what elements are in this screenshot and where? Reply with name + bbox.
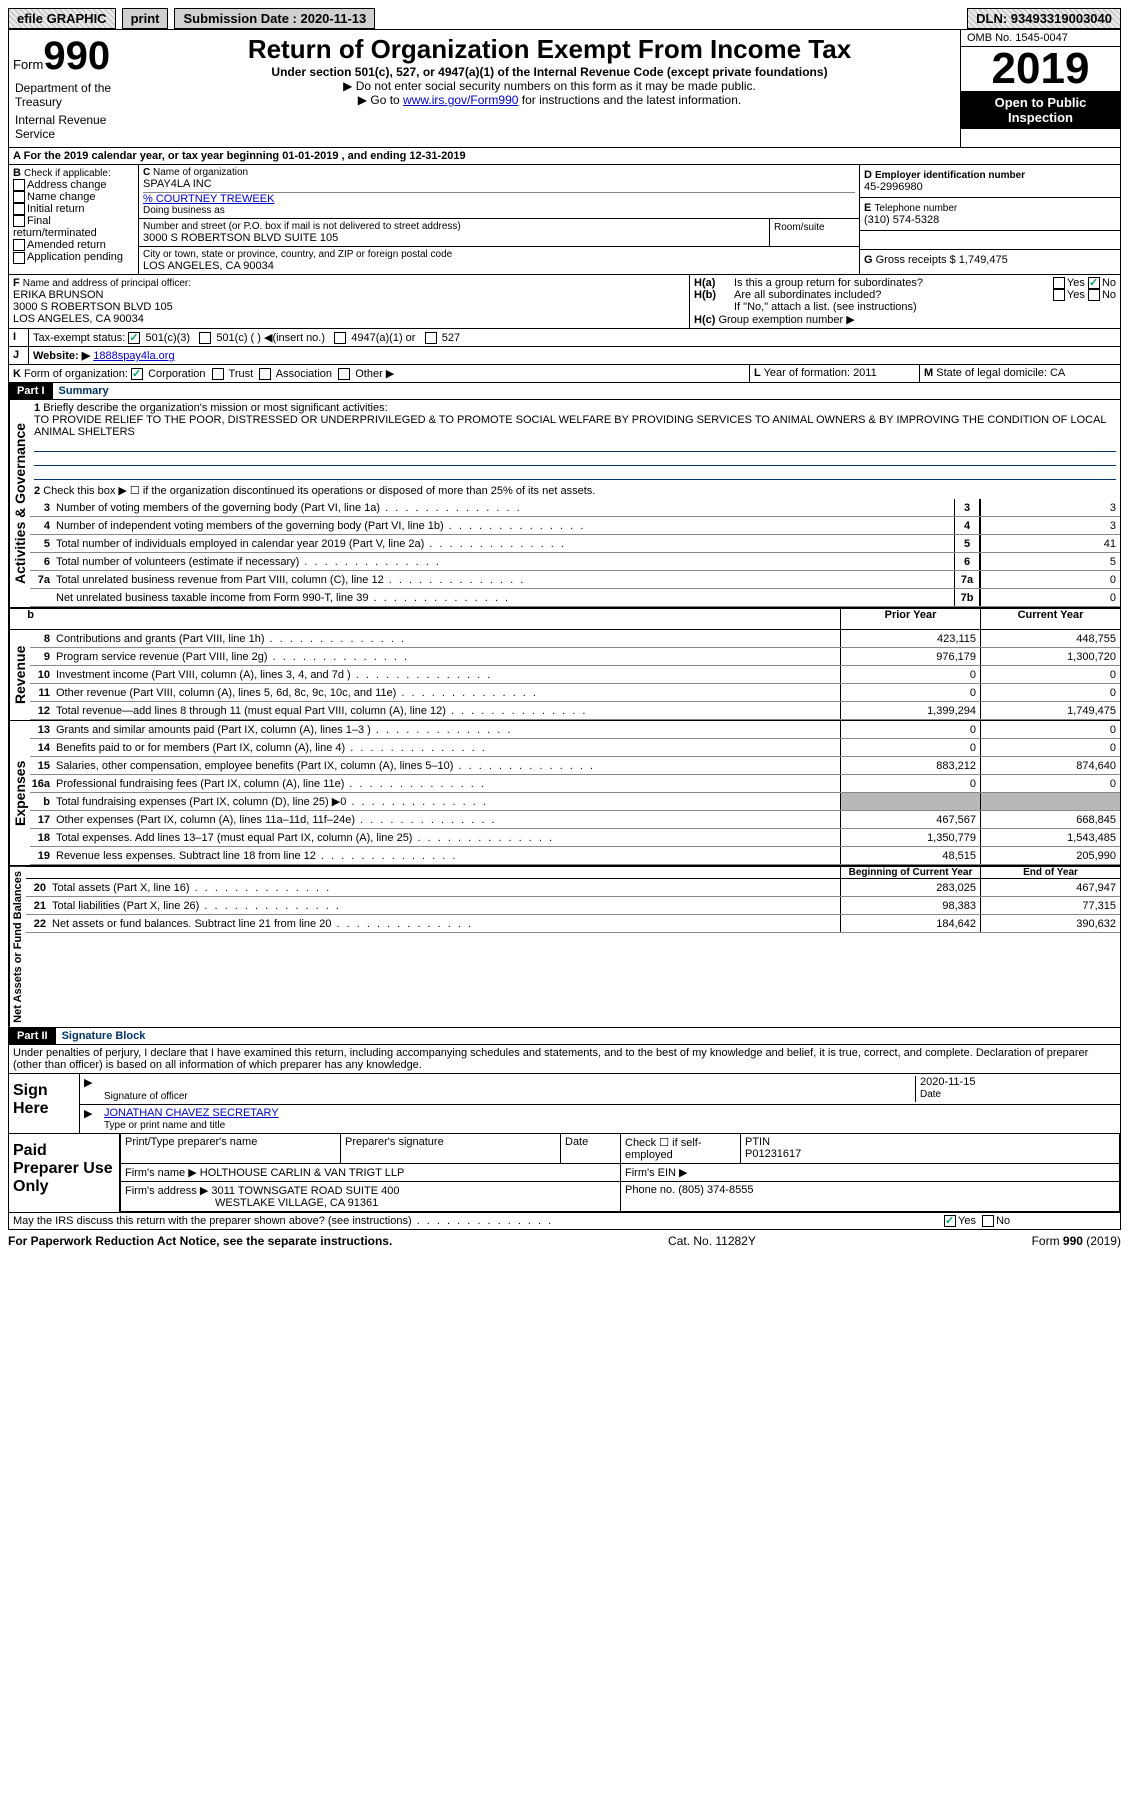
- street-address: 3000 S ROBERTSON BLVD SUITE 105: [143, 232, 765, 244]
- officer-name: ERIKA BRUNSON: [13, 289, 685, 301]
- firm-phone: (805) 374-8555: [678, 1184, 753, 1196]
- opt-initial: Initial return: [13, 203, 134, 215]
- year-formation: 2011: [853, 367, 877, 379]
- officer-addr2: LOS ANGELES, CA 90034: [13, 313, 685, 325]
- firm-name: HOLTHOUSE CARLIN & VAN TRIGT LLP: [200, 1167, 405, 1179]
- ptin: P01231617: [745, 1148, 801, 1160]
- part1-title: Summary: [53, 385, 109, 397]
- city-state-zip: LOS ANGELES, CA 90034: [143, 260, 855, 272]
- org-name: SPAY4LA INC: [143, 178, 855, 190]
- tab-revenue: Revenue: [9, 630, 30, 720]
- B-label: Check if applicable:: [24, 168, 111, 179]
- officer-addr1: 3000 S ROBERTSON BLVD 105: [13, 301, 685, 313]
- officer-name-title[interactable]: JONATHAN CHAVEZ SECRETARY: [104, 1107, 279, 1119]
- part1-header: Part I: [9, 383, 53, 399]
- tab-governance: Activities & Governance: [9, 400, 30, 607]
- 501c3-checkbox[interactable]: [128, 332, 140, 344]
- gross-receipts: 1,749,475: [959, 254, 1008, 266]
- print-button[interactable]: print: [122, 8, 169, 29]
- care-of[interactable]: % COURTNEY TREWEEK: [143, 193, 274, 205]
- line-A: A For the 2019 calendar year, or tax yea…: [9, 148, 1120, 164]
- goto-pre: ▶ Go to: [358, 93, 403, 107]
- opt-amended: Amended return: [13, 239, 134, 251]
- opt-address: Address change: [13, 179, 134, 191]
- form-header: Form990 Department of the Treasury Inter…: [8, 29, 1121, 148]
- opt-name: Name change: [13, 191, 134, 203]
- efile-label: efile GRAPHIC: [8, 8, 116, 29]
- tax-year: 2019: [961, 47, 1120, 91]
- ein: 45-2996980: [864, 181, 1116, 193]
- paid-preparer-label: Paid Preparer Use Only: [9, 1134, 119, 1212]
- opt-final: Final return/terminated: [13, 215, 134, 239]
- sig-date: 2020-11-15: [920, 1076, 975, 1088]
- website-link[interactable]: 1888spay4la.org: [93, 350, 174, 362]
- subtitle-1: Under section 501(c), 527, or 4947(a)(1)…: [143, 65, 956, 79]
- footer-right: Form 990 (2019): [1032, 1234, 1121, 1248]
- part2-header: Part II: [9, 1028, 56, 1044]
- goto-post: for instructions and the latest informat…: [518, 93, 741, 107]
- firm-addr1: 3011 TOWNSGATE ROAD SUITE 400: [211, 1185, 399, 1197]
- tab-netassets: Net Assets or Fund Balances: [9, 867, 26, 1027]
- mission-text: TO PROVIDE RELIEF TO THE POOR, DISTRESSE…: [34, 414, 1106, 438]
- telephone: (310) 574-5328: [864, 214, 1116, 226]
- sign-here-label: Sign Here: [9, 1074, 79, 1133]
- footer-left: For Paperwork Reduction Act Notice, see …: [8, 1234, 392, 1248]
- subtitle-2: ▶ Do not enter social security numbers o…: [143, 79, 956, 93]
- open-public: Open to Public Inspection: [961, 91, 1120, 129]
- part2-title: Signature Block: [56, 1030, 146, 1042]
- submission-date: Submission Date : 2020-11-13: [174, 8, 375, 29]
- irs-link[interactable]: www.irs.gov/Form990: [403, 93, 518, 107]
- dln-label: DLN: 93493319003040: [967, 8, 1121, 29]
- form-number: 990: [43, 34, 110, 78]
- tab-expenses: Expenses: [9, 721, 30, 865]
- state-domicile: CA: [1050, 367, 1065, 379]
- perjury-declaration: Under penalties of perjury, I declare th…: [9, 1045, 1120, 1073]
- form-title: Return of Organization Exempt From Incom…: [143, 34, 956, 65]
- dept-irs: Internal Revenue Service: [13, 111, 135, 143]
- form-word: Form: [13, 57, 43, 72]
- footer-mid: Cat. No. 11282Y: [668, 1234, 756, 1248]
- opt-pending: Application pending: [13, 251, 134, 263]
- firm-addr2: WESTLAKE VILLAGE, CA 91361: [125, 1197, 378, 1209]
- discuss-no[interactable]: [982, 1215, 994, 1227]
- discuss-yes[interactable]: [944, 1215, 956, 1227]
- topbar: efile GRAPHIC print Submission Date : 20…: [8, 8, 1121, 29]
- dept-treasury: Department of the Treasury: [13, 79, 135, 111]
